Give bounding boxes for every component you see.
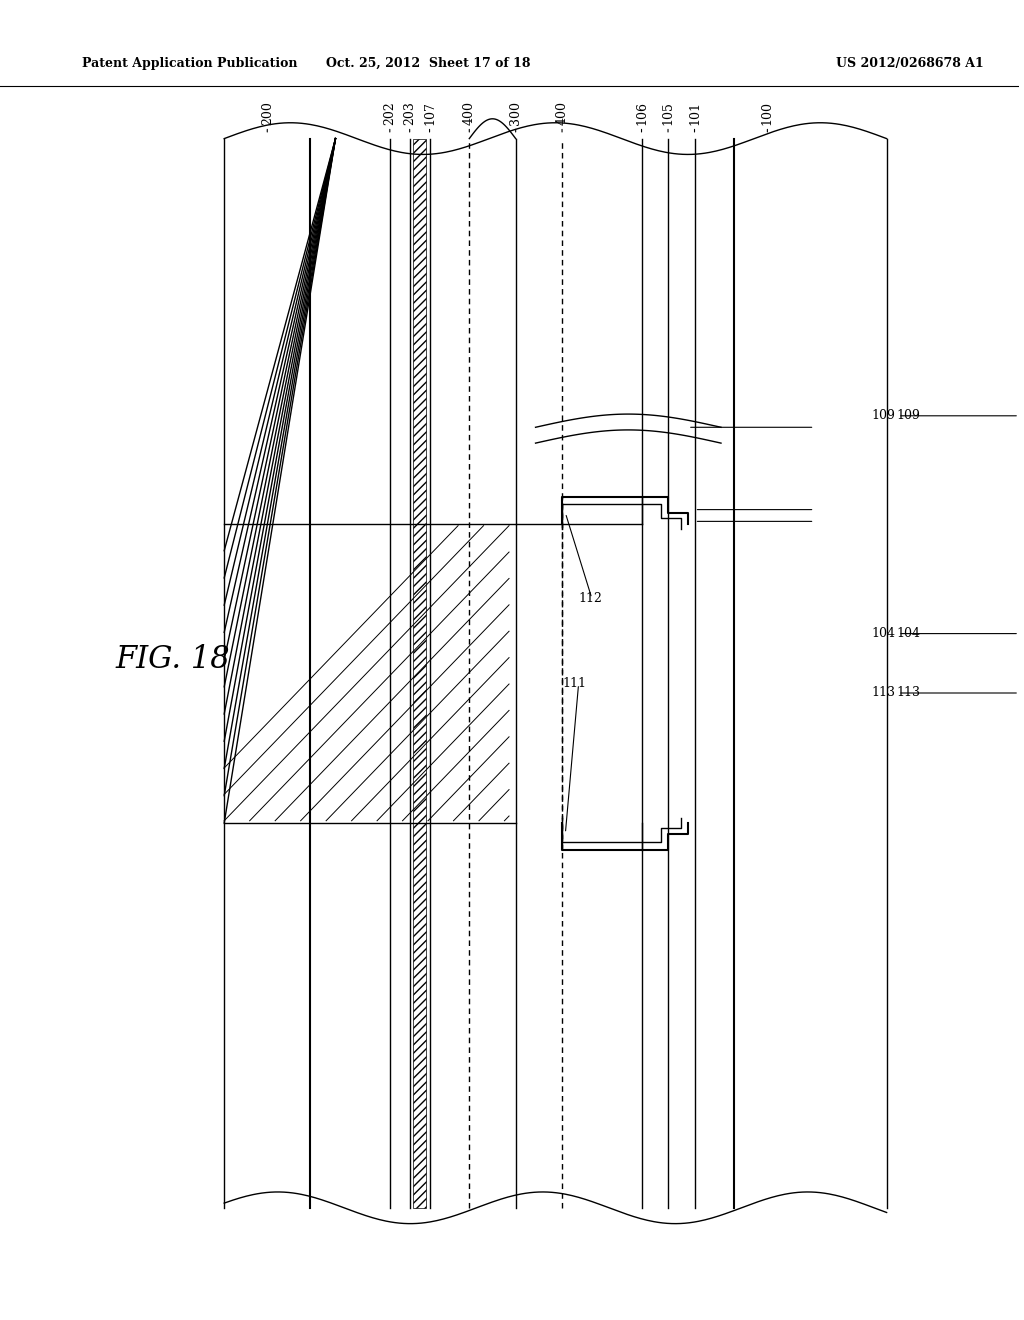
Text: 106: 106: [635, 102, 648, 125]
Text: US 2012/0268678 A1: US 2012/0268678 A1: [836, 57, 983, 70]
Text: 104: 104: [897, 627, 921, 640]
Text: 112: 112: [579, 591, 602, 605]
Text: 400: 400: [463, 102, 476, 125]
Text: 107: 107: [423, 102, 436, 125]
Text: 113: 113: [897, 686, 921, 700]
Text: 105: 105: [662, 102, 675, 125]
Text: 109: 109: [897, 409, 921, 422]
Text: 203: 203: [403, 102, 416, 125]
Text: 104: 104: [871, 627, 1016, 640]
Text: Patent Application Publication: Patent Application Publication: [82, 57, 297, 70]
Text: 111: 111: [562, 677, 586, 690]
Text: 101: 101: [688, 102, 701, 125]
Text: 109: 109: [871, 409, 1017, 422]
Text: 300: 300: [509, 102, 522, 125]
Text: 113: 113: [871, 686, 1016, 700]
Text: 100: 100: [761, 102, 774, 125]
Text: 200: 200: [261, 102, 273, 125]
Text: Oct. 25, 2012  Sheet 17 of 18: Oct. 25, 2012 Sheet 17 of 18: [326, 57, 530, 70]
Text: FIG. 18: FIG. 18: [116, 644, 230, 676]
Bar: [413, 139, 426, 1208]
Text: 400: 400: [556, 102, 568, 125]
Text: 202: 202: [383, 102, 396, 125]
